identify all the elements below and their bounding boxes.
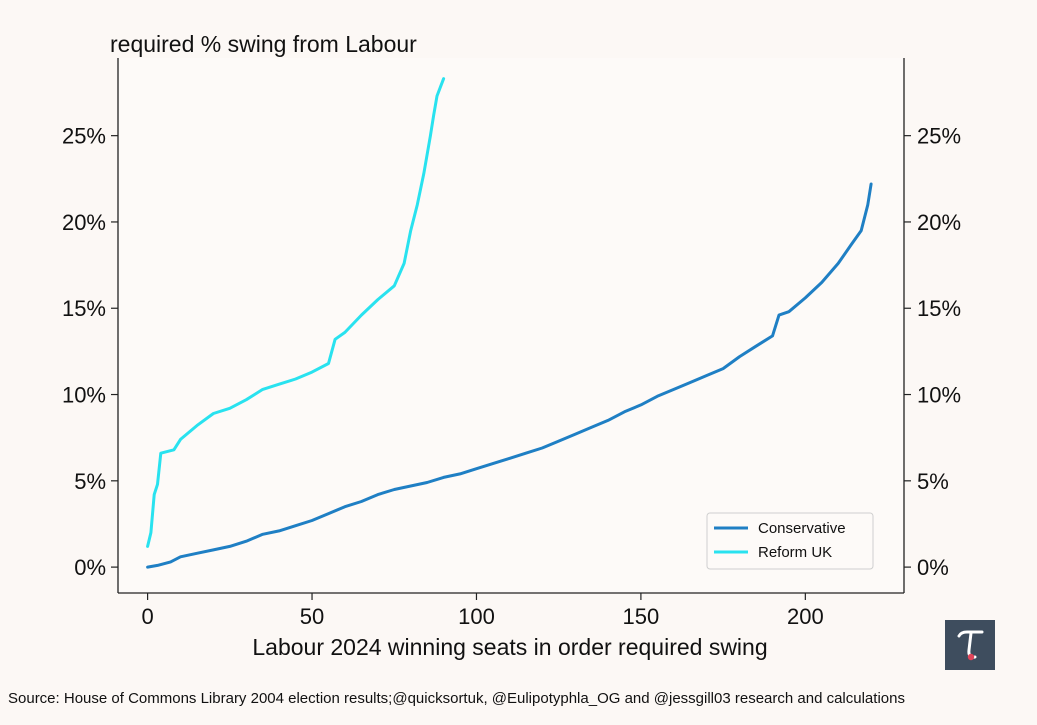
y-tick-label-left: 20%: [62, 210, 106, 235]
y-tick-label-left: 15%: [62, 296, 106, 321]
series-line-conservative: [146, 182, 873, 569]
x-tick-label: 150: [623, 604, 660, 629]
y-tick-label-right: 10%: [917, 383, 961, 408]
axes: [117, 58, 905, 594]
x-axis-label: Labour 2024 winning seats in order requi…: [252, 634, 767, 660]
tau-logo-icon: [957, 630, 984, 661]
x-tick-label: 200: [787, 604, 824, 629]
ticks: 0% 0% 5% 5% 10% 10% 15% 15% 20% 20% 25% 25% 0 50 100 15…: [62, 124, 961, 629]
plot-area: [118, 58, 904, 593]
x-tick-label: 100: [458, 604, 495, 629]
y-tick-label-right: 0%: [917, 555, 949, 580]
y-tick-label-left: 0%: [74, 555, 106, 580]
y-tick-label-left: 25%: [62, 124, 106, 149]
chart-title: required % swing from Labour: [110, 31, 417, 57]
series-lines: [146, 77, 873, 569]
y-tick-label-left: 5%: [74, 469, 106, 494]
x-tick-label: 50: [300, 604, 324, 629]
y-tick-label-right: 25%: [917, 124, 961, 149]
y-tick-label-right: 15%: [917, 296, 961, 321]
source-note: Source: House of Commons Library 2004 el…: [8, 690, 905, 707]
y-tick-label-right: 5%: [917, 469, 949, 494]
legend-label: Reform UK: [758, 544, 832, 561]
legend-label: Conservative: [758, 520, 846, 537]
y-tick-label-right: 20%: [917, 210, 961, 235]
legend: Conservative Reform UK: [706, 512, 874, 570]
y-tick-label-left: 10%: [62, 383, 106, 408]
legend-box: [706, 512, 874, 570]
brand-logo: [945, 620, 995, 670]
series-line-reform-uk: [146, 77, 446, 548]
x-tick-label: 0: [141, 604, 153, 629]
